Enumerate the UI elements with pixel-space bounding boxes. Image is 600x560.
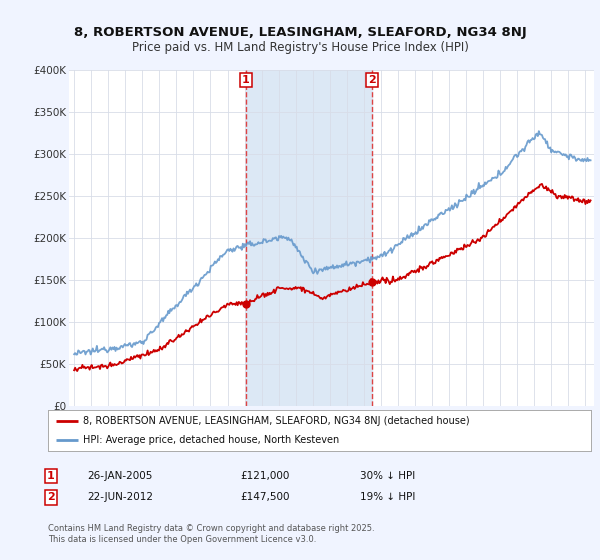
- Text: Price paid vs. HM Land Registry's House Price Index (HPI): Price paid vs. HM Land Registry's House …: [131, 41, 469, 54]
- Bar: [246, 70, 372, 406]
- Text: 19% ↓ HPI: 19% ↓ HPI: [360, 492, 415, 502]
- Text: 1: 1: [242, 75, 250, 85]
- Text: 8, ROBERTSON AVENUE, LEASINGHAM, SLEAFORD, NG34 8NJ: 8, ROBERTSON AVENUE, LEASINGHAM, SLEAFOR…: [74, 26, 526, 39]
- Text: £121,000: £121,000: [240, 471, 289, 481]
- Text: 26-JAN-2005: 26-JAN-2005: [87, 471, 152, 481]
- Text: 30% ↓ HPI: 30% ↓ HPI: [360, 471, 415, 481]
- Text: £147,500: £147,500: [240, 492, 290, 502]
- Text: 1: 1: [47, 471, 55, 481]
- Text: 2: 2: [47, 492, 55, 502]
- Text: 8, ROBERTSON AVENUE, LEASINGHAM, SLEAFORD, NG34 8NJ (detached house): 8, ROBERTSON AVENUE, LEASINGHAM, SLEAFOR…: [83, 417, 470, 426]
- Text: 22-JUN-2012: 22-JUN-2012: [87, 492, 153, 502]
- Text: HPI: Average price, detached house, North Kesteven: HPI: Average price, detached house, Nort…: [83, 435, 340, 445]
- Text: Contains HM Land Registry data © Crown copyright and database right 2025.
This d: Contains HM Land Registry data © Crown c…: [48, 524, 374, 544]
- Text: 2: 2: [368, 75, 376, 85]
